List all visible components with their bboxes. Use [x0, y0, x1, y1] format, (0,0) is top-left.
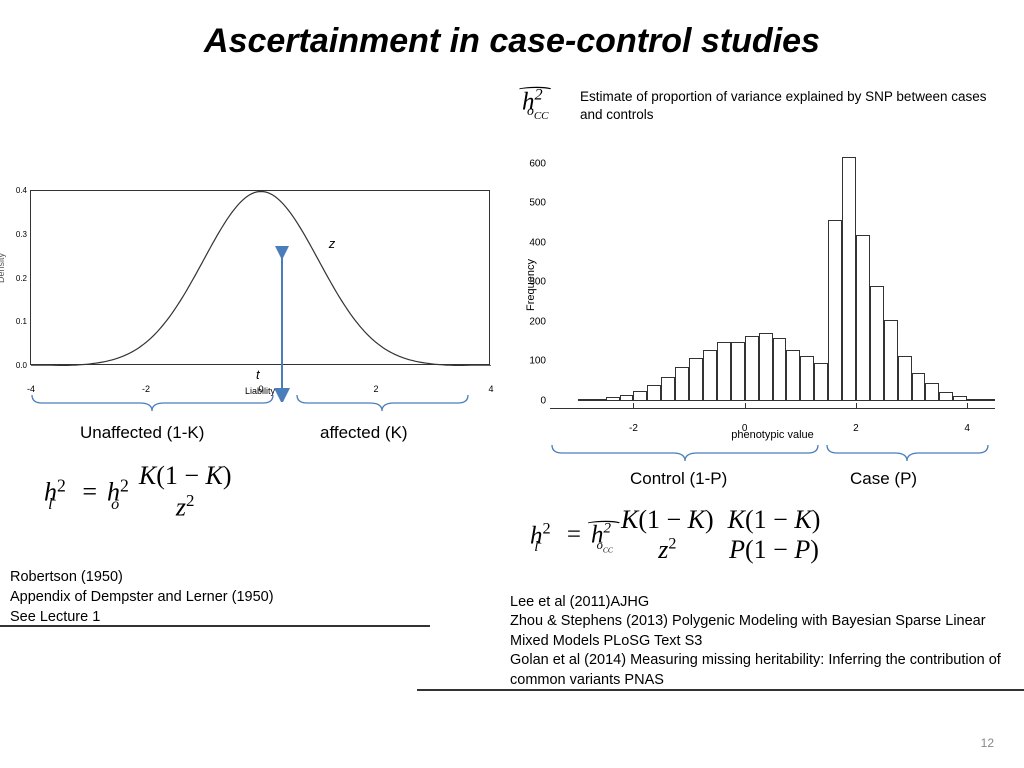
page-title: Ascertainment in case-control studies	[0, 0, 1024, 61]
label-affected: affected (K)	[320, 423, 408, 443]
references-left: Robertson (1950) Appendix of Dempster an…	[10, 568, 500, 627]
hist-bar	[898, 356, 912, 401]
right-column: 0100200300400500600 Frequency -2024 phen…	[510, 82, 1010, 691]
label-control: Control (1-P)	[630, 469, 727, 489]
t-label: t	[256, 367, 260, 382]
hist-bar	[717, 342, 731, 401]
hist-bar	[856, 235, 870, 401]
ref-line: Lee et al (2011)AJHG	[510, 593, 1020, 613]
references-right: Lee et al (2011)AJHG Zhou & Stephens (20…	[510, 593, 1020, 691]
hist-bar	[731, 342, 745, 401]
hist-bar	[633, 391, 647, 401]
hist-bar	[773, 338, 787, 401]
formula-right: h2l = h2oCC K(1 − K)z2 K(1 − K)P(1 − P)	[530, 505, 1010, 565]
hist-bar	[745, 336, 759, 401]
page-number: 12	[981, 736, 994, 750]
hist-bar	[661, 377, 675, 401]
brace-unaffected	[30, 393, 275, 413]
density-y-ticks: 0.00.10.20.30.4	[5, 191, 29, 364]
hist-bar	[592, 399, 606, 401]
hist-bar	[870, 286, 884, 401]
formula-left: h2l = h2o K(1 − K) z2	[44, 461, 500, 522]
hist-bar	[703, 350, 717, 401]
hist-x-axis	[550, 408, 995, 409]
ref-line: Zhou & Stephens (2013) Polygenic Modelin…	[510, 612, 1020, 651]
bell-curve	[31, 191, 491, 366]
z-label: z	[329, 236, 336, 251]
label-case: Case (P)	[850, 469, 917, 489]
hist-bar	[884, 320, 898, 401]
brace-row-left	[30, 393, 490, 417]
brace-case	[825, 443, 990, 463]
label-unaffected: Unaffected (1-K)	[80, 423, 204, 443]
ref-line: Robertson (1950)	[10, 568, 500, 588]
brace-control	[550, 443, 820, 463]
histogram-plot: 0100200300400500600 Frequency -2024 phen…	[550, 156, 995, 401]
hist-bar	[814, 363, 828, 401]
hist-bar	[786, 350, 800, 401]
hist-bar	[759, 333, 773, 401]
hist-bar	[689, 358, 703, 401]
hist-bar	[675, 367, 689, 401]
density-plot: z Density 0.00.10.20.30.4 -4-2024 Liabil…	[30, 190, 490, 365]
hist-bar	[912, 373, 926, 401]
brace-affected	[295, 393, 470, 413]
hist-bar	[842, 157, 856, 401]
hist-bar	[800, 356, 814, 401]
hist-xlabel: phenotypic value	[731, 429, 814, 441]
hist-bar	[647, 385, 661, 401]
hist-bar	[620, 395, 634, 401]
hist-bar	[981, 399, 995, 401]
hist-ylabel: Frequency	[525, 259, 537, 311]
hist-bar	[606, 397, 620, 401]
ref-line: Appendix of Dempster and Lerner (1950)	[10, 588, 500, 608]
hist-bar	[953, 396, 967, 401]
hist-bar	[967, 399, 981, 401]
hist-bar	[939, 392, 953, 401]
left-column: z Density 0.00.10.20.30.4 -4-2024 Liabil…	[10, 190, 500, 627]
brace-row-right	[550, 443, 995, 463]
hist-bar	[578, 399, 592, 401]
t-arrow	[273, 246, 291, 402]
hist-bar	[925, 383, 939, 401]
hist-bar	[828, 220, 842, 401]
ref-line: Golan et al (2014) Measuring missing her…	[510, 651, 1020, 690]
